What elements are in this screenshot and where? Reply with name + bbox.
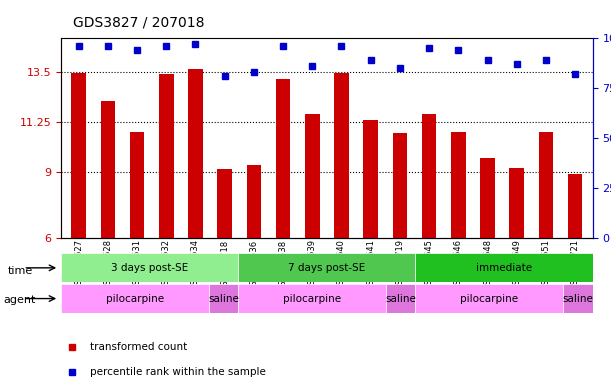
Bar [247, 165, 261, 238]
Text: time: time [7, 266, 32, 276]
Text: 3 days post-SE: 3 days post-SE [111, 263, 188, 273]
FancyBboxPatch shape [209, 284, 238, 313]
FancyBboxPatch shape [415, 253, 593, 282]
FancyBboxPatch shape [61, 284, 209, 313]
Bar [101, 101, 115, 238]
Bar [71, 73, 86, 238]
Bar [334, 73, 349, 238]
Text: immediate: immediate [476, 263, 532, 273]
Bar [480, 158, 495, 238]
Text: pilocarpine: pilocarpine [106, 293, 164, 304]
FancyBboxPatch shape [238, 284, 386, 313]
Bar [305, 114, 320, 238]
Text: pilocarpine: pilocarpine [283, 293, 341, 304]
Text: saline: saline [563, 293, 593, 304]
Text: saline: saline [208, 293, 239, 304]
Text: 7 days post-SE: 7 days post-SE [288, 263, 365, 273]
FancyBboxPatch shape [563, 284, 593, 313]
Bar [422, 114, 436, 238]
Text: GDS3827 / 207018: GDS3827 / 207018 [73, 16, 205, 30]
Bar [539, 132, 553, 238]
Bar [188, 70, 203, 238]
Bar [159, 74, 174, 238]
Bar [218, 169, 232, 238]
Bar [393, 133, 407, 238]
Bar [130, 132, 144, 238]
Bar [364, 121, 378, 238]
Text: transformed count: transformed count [90, 341, 188, 352]
Bar [568, 174, 582, 238]
Text: saline: saline [386, 293, 416, 304]
FancyBboxPatch shape [61, 253, 238, 282]
Text: agent: agent [3, 295, 35, 305]
Text: percentile rank within the sample: percentile rank within the sample [90, 367, 266, 377]
Text: pilocarpine: pilocarpine [460, 293, 518, 304]
FancyBboxPatch shape [238, 253, 415, 282]
Bar [451, 132, 466, 238]
FancyBboxPatch shape [415, 284, 563, 313]
FancyBboxPatch shape [386, 284, 415, 313]
Bar [510, 168, 524, 238]
Bar [276, 79, 290, 238]
